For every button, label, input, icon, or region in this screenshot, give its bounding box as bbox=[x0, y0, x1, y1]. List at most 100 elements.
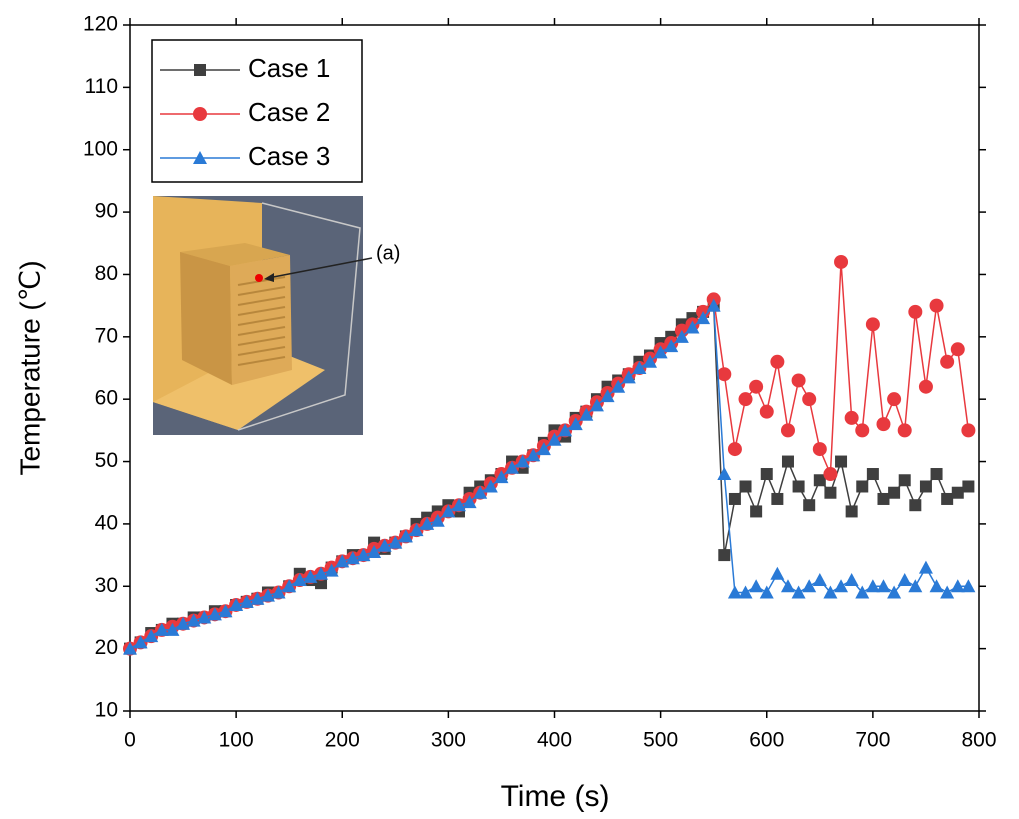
marker bbox=[865, 317, 880, 332]
marker bbox=[547, 432, 562, 446]
marker bbox=[835, 455, 848, 468]
marker bbox=[887, 392, 902, 407]
marker bbox=[611, 379, 626, 393]
marker bbox=[961, 579, 976, 593]
marker bbox=[898, 474, 911, 487]
marker bbox=[823, 585, 838, 599]
marker bbox=[345, 551, 360, 565]
marker bbox=[494, 470, 509, 484]
marker bbox=[292, 573, 307, 587]
marker bbox=[834, 579, 849, 593]
marker bbox=[367, 544, 382, 558]
marker bbox=[961, 423, 976, 438]
marker bbox=[315, 577, 328, 590]
marker bbox=[176, 616, 191, 630]
marker bbox=[771, 492, 784, 505]
legend-marker bbox=[193, 151, 207, 164]
legend-label: Case 2 bbox=[248, 97, 330, 127]
marker bbox=[462, 495, 477, 509]
marker bbox=[845, 505, 858, 518]
marker bbox=[940, 354, 955, 369]
x-tick-label: 600 bbox=[749, 729, 784, 752]
marker bbox=[865, 579, 880, 593]
marker bbox=[685, 320, 700, 334]
marker bbox=[207, 607, 222, 621]
inset-cabinet-side bbox=[180, 252, 232, 385]
marker bbox=[558, 423, 573, 437]
marker bbox=[738, 585, 753, 599]
marker bbox=[908, 579, 923, 593]
marker bbox=[918, 560, 933, 574]
y-tick-label: 60 bbox=[95, 387, 118, 410]
y-tick-label: 10 bbox=[95, 699, 118, 722]
marker bbox=[600, 389, 615, 403]
marker bbox=[780, 579, 795, 593]
marker bbox=[803, 499, 816, 512]
marker bbox=[250, 591, 265, 605]
marker bbox=[229, 597, 244, 611]
marker bbox=[154, 622, 169, 636]
marker bbox=[398, 529, 413, 543]
y-tick-label: 40 bbox=[95, 511, 118, 534]
marker bbox=[515, 454, 530, 468]
legend-marker bbox=[194, 64, 206, 76]
x-axis-title: Time (s) bbox=[501, 780, 610, 813]
x-tick-label: 500 bbox=[643, 729, 678, 752]
marker bbox=[940, 585, 955, 599]
marker bbox=[728, 492, 741, 505]
legend-label: Case 1 bbox=[248, 53, 330, 83]
marker bbox=[653, 345, 668, 359]
annotation-arrow bbox=[267, 257, 373, 279]
inset-vents bbox=[237, 276, 286, 366]
marker bbox=[759, 404, 774, 419]
marker bbox=[930, 468, 943, 481]
marker bbox=[909, 499, 922, 512]
marker bbox=[792, 480, 805, 493]
marker bbox=[876, 417, 891, 432]
marker bbox=[888, 486, 901, 499]
series bbox=[123, 298, 976, 655]
marker bbox=[760, 468, 773, 481]
marker bbox=[186, 613, 201, 627]
marker bbox=[856, 480, 869, 493]
marker bbox=[579, 407, 594, 421]
legend: Case 1 Case 2 Case 3 bbox=[151, 39, 363, 183]
marker bbox=[876, 579, 891, 593]
marker bbox=[897, 423, 912, 438]
y-tick-label: 30 bbox=[95, 574, 118, 597]
inset-cabinet-top bbox=[180, 243, 290, 266]
marker bbox=[844, 410, 859, 425]
marker bbox=[802, 392, 817, 407]
x-tick-label: 800 bbox=[961, 729, 996, 752]
y-tick-label: 70 bbox=[95, 324, 118, 347]
marker bbox=[696, 311, 711, 325]
marker bbox=[950, 579, 965, 593]
x-tick-label: 700 bbox=[855, 729, 890, 752]
inset-image bbox=[153, 196, 363, 435]
marker bbox=[536, 442, 551, 456]
marker bbox=[409, 523, 424, 537]
marker bbox=[420, 516, 435, 530]
marker bbox=[717, 367, 732, 382]
x-tick-label: 100 bbox=[219, 729, 254, 752]
marker bbox=[356, 548, 371, 562]
y-tick-label: 120 bbox=[83, 13, 118, 36]
marker bbox=[568, 417, 583, 431]
annotation-arrowhead bbox=[264, 273, 274, 282]
marker bbox=[951, 486, 964, 499]
marker bbox=[791, 585, 806, 599]
annotation: (a) bbox=[376, 242, 400, 264]
marker bbox=[918, 379, 933, 394]
marker bbox=[282, 579, 297, 593]
y-tick-label: 110 bbox=[85, 75, 118, 98]
marker bbox=[133, 635, 148, 649]
marker bbox=[643, 354, 658, 368]
marker bbox=[749, 379, 764, 394]
x-tick-label: 0 bbox=[124, 729, 136, 752]
y-axis-title: Temperature (℃) bbox=[14, 260, 45, 475]
marker bbox=[887, 585, 902, 599]
marker bbox=[324, 563, 339, 577]
x-tick-label: 400 bbox=[537, 729, 572, 752]
marker bbox=[621, 370, 636, 384]
y-tick-label: 50 bbox=[95, 449, 118, 472]
